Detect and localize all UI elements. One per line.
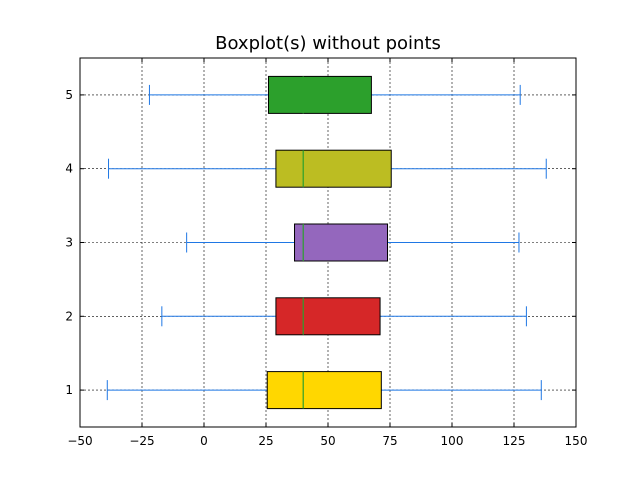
x-tick-label: 25 [258, 434, 273, 448]
box-1 [106, 371, 542, 410]
y-tick-label: 4 [65, 162, 73, 176]
chart-title: Boxplot(s) without points [215, 33, 441, 54]
y-tick-label: 3 [65, 236, 73, 250]
box-iqr [266, 371, 382, 410]
box-iqr [294, 223, 389, 262]
y-tick-label: 1 [65, 383, 73, 397]
x-tick-label: 0 [200, 434, 208, 448]
box-4 [108, 149, 547, 188]
boxes [106, 75, 547, 410]
y-tick-label: 2 [65, 309, 73, 323]
x-tick-label: −50 [67, 434, 92, 448]
box-3 [186, 223, 520, 262]
x-tick-label: −25 [129, 434, 154, 448]
y-tick-label: 5 [65, 88, 73, 102]
box-iqr [275, 297, 381, 336]
x-tick-label: 125 [503, 434, 526, 448]
x-tick-label: 75 [382, 434, 397, 448]
x-tick-label: 100 [441, 434, 464, 448]
x-tick-label: 150 [565, 434, 588, 448]
x-tick-label: 50 [320, 434, 335, 448]
box-iqr [275, 149, 392, 188]
box-2 [161, 297, 527, 336]
axis-ticks: −50 −25 0 25 50 75 100 125 150 1 2 3 4 5 [65, 58, 587, 448]
box-5 [148, 75, 521, 114]
box-iqr [267, 75, 372, 114]
